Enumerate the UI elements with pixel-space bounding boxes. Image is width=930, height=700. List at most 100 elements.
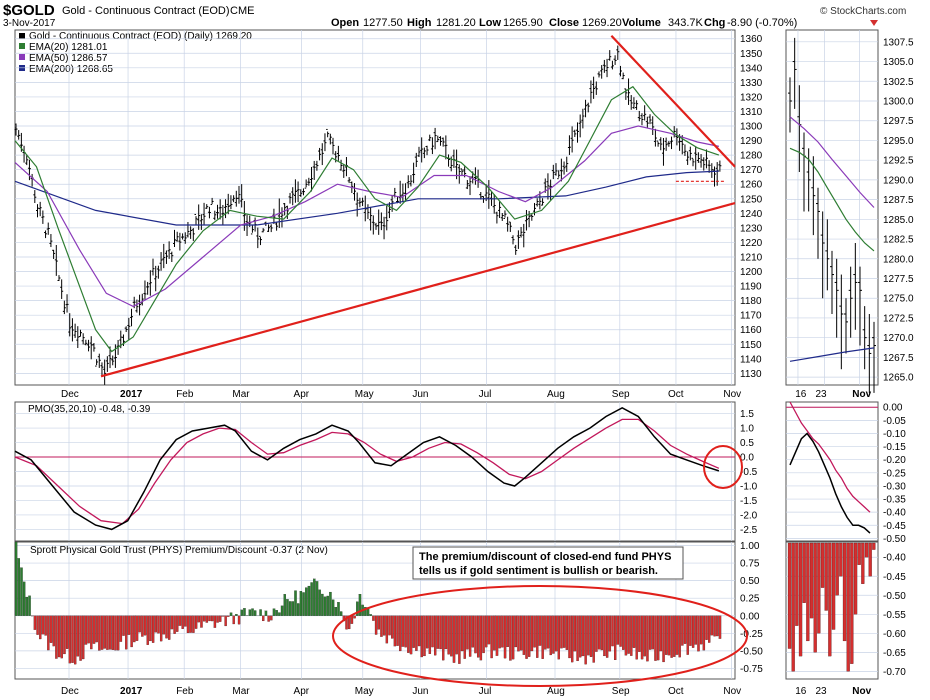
premium-bar — [485, 615, 488, 648]
price-y-tick-label: 1300 — [740, 122, 763, 133]
pmo-highlight-circle — [703, 445, 743, 489]
legend-swatch-ema50 — [19, 54, 25, 60]
premium-bar — [208, 615, 211, 622]
price-y-tick-label: 1150 — [740, 340, 762, 351]
price-x-tick-label: Feb — [176, 389, 194, 400]
premium-bar — [670, 615, 673, 658]
premium-bar — [200, 615, 203, 628]
premium-bar — [622, 615, 625, 650]
price-zoom-y-tick-label: 1267.5 — [883, 353, 914, 364]
premium-bar — [385, 615, 389, 644]
price-zoom-y-tick-label: 1292.5 — [883, 156, 914, 167]
price-y-tick-label: 1350 — [740, 49, 763, 60]
premium-bar — [205, 615, 209, 623]
price-y-tick-label: 1160 — [740, 325, 762, 336]
price-x-tick-label: Oct — [668, 389, 684, 400]
premium-bar — [302, 592, 305, 616]
premium-bar — [713, 615, 716, 637]
pmo-grid — [15, 413, 735, 530]
premium-bar — [87, 615, 90, 644]
premium-bar — [630, 615, 633, 656]
premium-bar — [380, 615, 383, 637]
premium-y-tick-label: 0.00 — [740, 611, 760, 622]
price-y-tick-label: 1190 — [740, 282, 762, 293]
premium-zoom-bar — [868, 542, 872, 577]
premium-zoom-bar — [824, 542, 828, 611]
premium-bar — [562, 615, 566, 648]
premium-bar — [412, 615, 415, 648]
pmo-zoom-y-tick-label: -0.30 — [883, 481, 906, 492]
premium-bar — [573, 615, 577, 652]
premium-zoom-bar — [850, 542, 854, 664]
support-trendline — [100, 202, 736, 378]
premium-bar — [170, 615, 174, 630]
pmo-zoom-y-tick-label: -0.35 — [883, 495, 906, 506]
premium-bar — [168, 615, 171, 640]
price-y-tick-label: 1180 — [740, 296, 762, 307]
price-zoom-y-tick-label: 1297.5 — [883, 116, 914, 127]
premium-zoom-bar — [820, 542, 825, 588]
premium-bar — [337, 602, 340, 616]
premium-bar — [468, 615, 472, 657]
premium-bar — [240, 609, 243, 616]
premium-bar — [278, 612, 281, 616]
price-x-tick-label: Apr — [294, 389, 310, 400]
premium-y-tick-label: 0.50 — [740, 576, 760, 587]
pmo-signal-line — [14, 418, 720, 525]
premium-bar — [65, 615, 69, 649]
premium-bar — [627, 615, 630, 654]
price-x-tick-label: Jun — [412, 389, 428, 400]
premium-bar — [146, 615, 149, 645]
premium-bar — [71, 615, 74, 663]
premium-bar — [350, 615, 354, 624]
pmo-zoom-y-tick-label: -0.20 — [883, 455, 906, 466]
pmo-y-tick-label: -2.0 — [740, 510, 758, 521]
premium-x-tick-label: Apr — [294, 686, 310, 697]
premium-bar — [592, 615, 595, 663]
premium-bar — [466, 615, 469, 650]
price-zoom-y-tick-label: 1287.5 — [883, 195, 914, 206]
premium-bar — [90, 615, 93, 650]
premium-bar — [447, 615, 450, 655]
premium-bar — [55, 615, 58, 659]
premium-bar — [95, 615, 98, 643]
premium-bar — [686, 615, 689, 655]
high-value: 1281.20 — [436, 17, 476, 29]
premium-bar — [143, 615, 147, 636]
price-x-tick-label: Dec — [61, 389, 79, 400]
premium-bar — [538, 615, 542, 646]
premium-bar — [36, 615, 39, 635]
premium-bar — [519, 615, 523, 651]
price-title: Gold - Continuous Contract (EOD) (Daily)… — [29, 31, 252, 42]
premium-bar — [63, 615, 66, 655]
premium-zoom-bar — [813, 542, 817, 653]
premium-bar — [178, 615, 182, 626]
premium-bar — [643, 615, 646, 657]
pmo-zoom-grid — [786, 406, 878, 539]
premium-bar — [84, 615, 88, 645]
premium-bar — [224, 615, 227, 627]
premium-bar — [474, 615, 477, 654]
premium-bar — [654, 615, 657, 661]
premium-grid — [15, 545, 735, 669]
price-x-tick-label: Sep — [612, 389, 630, 400]
premium-bar — [425, 615, 429, 649]
premium-bar — [272, 608, 276, 616]
price-zoom-y-tick-label: 1265.0 — [883, 373, 914, 384]
price-zoom-y-tick-label: 1277.5 — [883, 274, 914, 285]
premium-bar — [439, 615, 442, 650]
premium-zoom-bar — [839, 542, 843, 577]
premium-bar — [391, 615, 394, 639]
close-label: Close — [549, 17, 579, 29]
ema20-line — [14, 85, 720, 353]
premium-bar — [501, 615, 504, 648]
price-y-tick-label: 1260 — [740, 180, 763, 191]
premium-bar — [420, 615, 423, 658]
price-y-tick-label: 1230 — [740, 223, 763, 234]
premium-bar — [154, 615, 158, 633]
premium-bar — [409, 615, 413, 655]
ema200-line — [14, 170, 719, 226]
premium-bar — [495, 615, 499, 656]
premium-bar — [149, 615, 152, 642]
premium-bar — [116, 615, 120, 651]
